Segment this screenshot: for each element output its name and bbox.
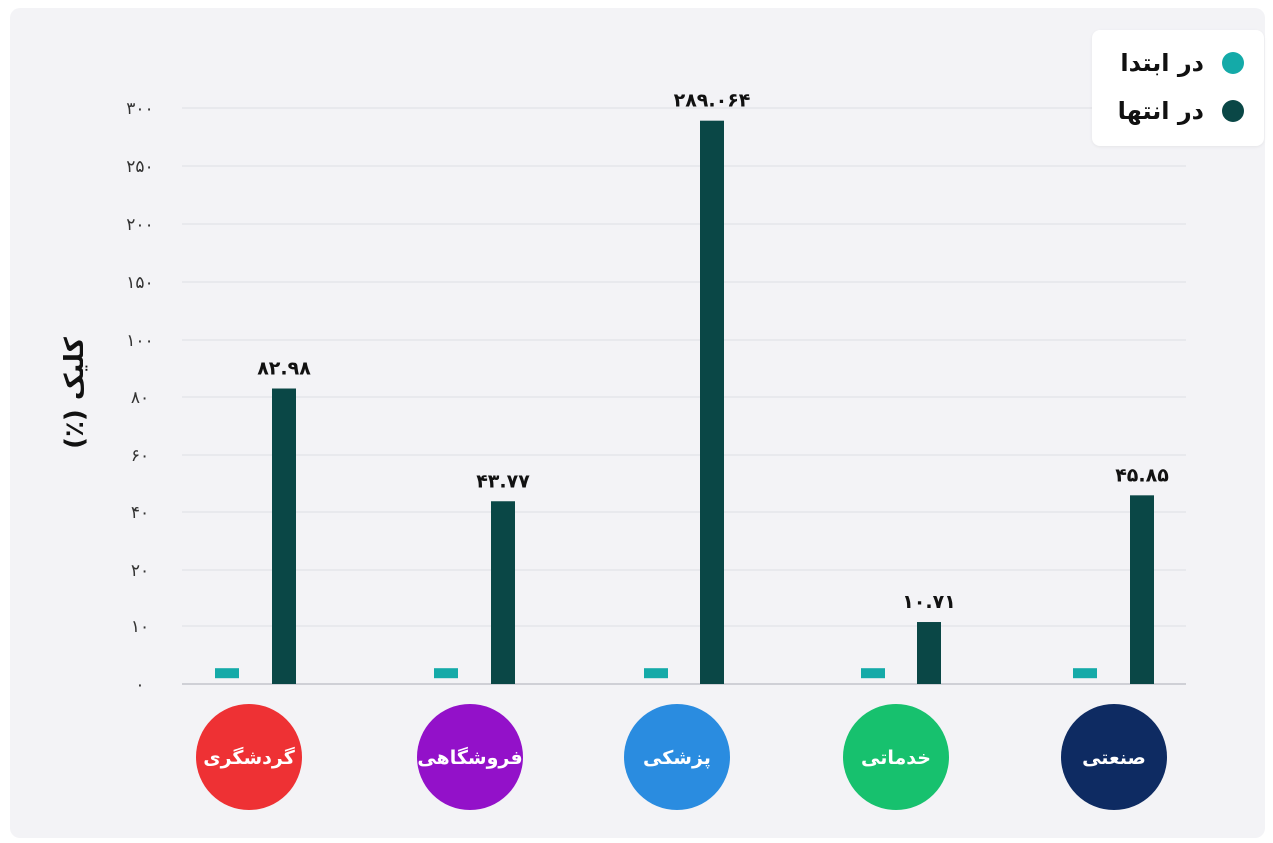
category-circle [624, 704, 730, 810]
category-label: خدماتی [861, 747, 931, 769]
legend: در ابتدا در انتها [1092, 30, 1264, 146]
legend-label-end: در انتها [1117, 97, 1204, 125]
bar-start [861, 668, 885, 679]
y-tick-label: ۳۰۰ [126, 99, 153, 119]
legend-swatch-end [1222, 100, 1244, 122]
bar-end [272, 388, 296, 684]
bar-start [434, 668, 458, 679]
bar-end [491, 501, 515, 684]
category-circle [417, 704, 523, 810]
category-circle [196, 704, 302, 810]
y-tick-label: ۱۵۰ [126, 273, 153, 293]
y-tick-label: ۸۰ [131, 388, 149, 408]
y-tick-label: ۱۰۰ [126, 331, 153, 351]
bar-start [644, 668, 668, 679]
bar-start [1073, 668, 1097, 679]
category-circle [1061, 704, 1167, 810]
category-label: صنعتی [1082, 747, 1146, 769]
category-label: فروشگاهی [417, 746, 522, 769]
category-label: گردشگری [203, 746, 296, 769]
bar-end [1130, 495, 1154, 684]
category-circle [843, 704, 949, 810]
y-tick-label: ۱۰ [131, 617, 149, 637]
legend-label-start: در ابتدا [1120, 49, 1204, 77]
category-label: پزشکی [643, 747, 711, 769]
bar-end [917, 622, 941, 684]
y-tick-label: ۶۰ [131, 446, 149, 466]
chart-card: کلیک (٪) [10, 8, 1265, 838]
data-label: ۱۰.۷۱ [902, 591, 956, 613]
data-label: ۴۳.۷۷ [476, 470, 530, 492]
y-tick-label: ۲۰۰ [126, 215, 153, 235]
data-label: ۲۸۹.۰۶۴ [674, 90, 751, 112]
data-label: ۴۵.۸۵ [1115, 464, 1169, 486]
bar-start [215, 668, 239, 679]
y-tick-label: ۲۰ [131, 561, 149, 581]
legend-item-end[interactable]: در انتها [1118, 96, 1244, 126]
legend-item-start[interactable]: در ابتدا [1120, 48, 1244, 78]
y-tick-label: ۰ [135, 675, 144, 695]
y-tick-label: ۲۵۰ [126, 157, 153, 177]
legend-swatch-start [1222, 52, 1244, 74]
data-label: ۸۲.۹۸ [257, 358, 311, 380]
y-tick-label: ۴۰ [131, 503, 149, 523]
bar-end [700, 120, 724, 684]
